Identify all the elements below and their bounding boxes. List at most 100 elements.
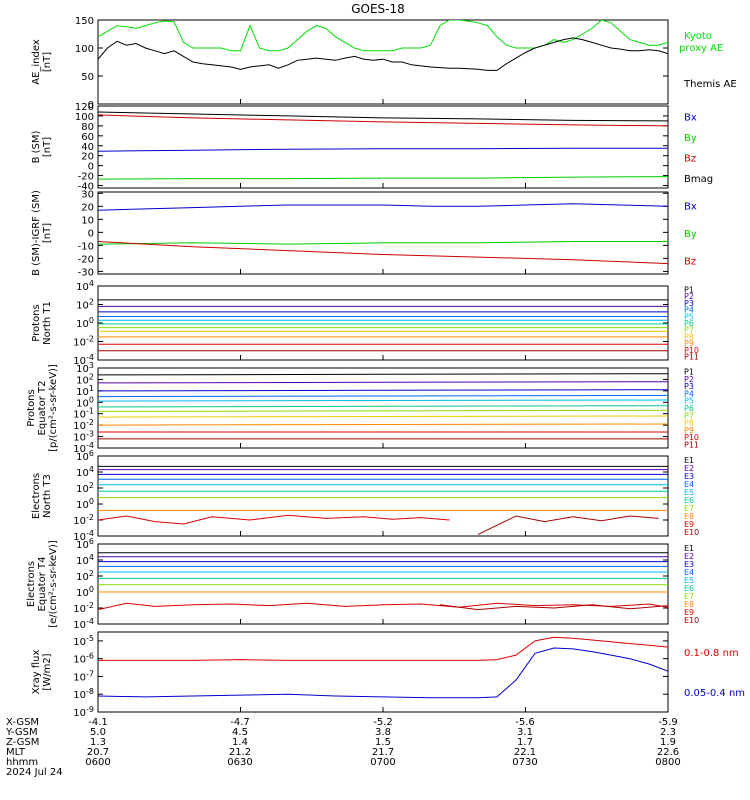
legend-entry: P7 xyxy=(684,411,694,420)
y-tick-label: 106 xyxy=(76,449,94,463)
legend-entry: P6 xyxy=(684,319,694,328)
series-line-bmag xyxy=(98,111,668,122)
panel-frame xyxy=(97,19,669,105)
legend-entry: P9 xyxy=(684,339,694,348)
orbit-value: 3.1 xyxy=(517,727,533,738)
series-line-bx xyxy=(98,147,668,152)
y-tick-label: 0 xyxy=(88,228,94,239)
orbit-row-label: hhmm xyxy=(6,757,38,768)
legend-entry: P5 xyxy=(684,312,694,321)
legend-entry: P1 xyxy=(684,368,694,377)
orbit-value: -4.1 xyxy=(88,717,108,728)
legend-entry: E5 xyxy=(684,488,694,497)
legend-entry: E1 xyxy=(684,456,694,465)
y-tick-label: 80 xyxy=(81,122,94,133)
y-tick-label: 100 xyxy=(76,497,94,511)
y-tick-label: 100 xyxy=(75,44,94,55)
date-label: 2024 Jul 24 xyxy=(6,767,63,778)
legend-entry: Bz xyxy=(684,153,696,164)
series-line-p7 xyxy=(98,409,668,412)
legend-entry: P10 xyxy=(684,433,699,442)
orbit-row-label: Z-GSM xyxy=(6,737,39,748)
series-line-e9 xyxy=(98,514,450,525)
y-tick-label: 104 xyxy=(76,465,94,479)
y-tick-label: 10-2 xyxy=(73,513,94,527)
y-tick-label: 102 xyxy=(76,569,94,583)
panel-7: 10-4 10-2 100 102 104 106 ElectronsEquator T4[… xyxy=(26,537,699,631)
legend-entry: P2 xyxy=(684,375,694,384)
orbit-value: 21.2 xyxy=(229,747,251,758)
y-tick-label: 104 xyxy=(76,553,94,567)
legend-entry: P11 xyxy=(684,353,699,362)
orbit-value: 1.5 xyxy=(375,737,391,748)
legend-entry: By xyxy=(684,133,697,144)
legend-entry: E1 xyxy=(684,544,694,553)
y-axis-label: ElectronsNorth T3 xyxy=(31,473,53,519)
legend-entry: E9 xyxy=(684,520,694,529)
orbit-value: 0730 xyxy=(512,757,537,768)
plot-title: GOES-18 xyxy=(351,2,405,16)
y-tick-label: 10-4 xyxy=(73,617,94,631)
y-tick-label: 100 xyxy=(76,316,94,330)
orbit-value: 4.5 xyxy=(232,727,248,738)
orbit-value: -5.2 xyxy=(373,717,393,728)
series-line-by xyxy=(98,176,668,180)
legend-entry: E3 xyxy=(684,472,694,481)
legend-entry: P4 xyxy=(684,306,694,315)
panel-frame xyxy=(97,543,669,625)
y-tick-label: 100 xyxy=(75,112,94,123)
y-tick-label: -30 xyxy=(78,267,94,278)
y-axis-label: Xray flux[W/m2] xyxy=(31,650,53,695)
legend-entry: By xyxy=(684,229,697,240)
y-axis-label: ElectronsEquator T4[e/(cm²-s-sr-keV)] xyxy=(26,540,59,628)
panel-frame xyxy=(97,285,669,361)
legend-entry: E10 xyxy=(684,616,699,625)
orbit-value: 21.7 xyxy=(372,747,394,758)
y-tick-label: 10-8 xyxy=(73,687,94,701)
legend-entry: E2 xyxy=(684,552,694,561)
orbit-value: -5.6 xyxy=(515,717,535,728)
panel-frame xyxy=(97,631,669,713)
y-tick-label: 30 xyxy=(81,189,94,200)
y-tick-label: 10-2 xyxy=(73,335,94,349)
series-line-themis-ae xyxy=(98,37,668,71)
orbit-value: 1.3 xyxy=(90,737,106,748)
legend-entry: P6 xyxy=(684,404,694,413)
series-line-p9 xyxy=(98,423,668,426)
panel-3: -30 -20 -10 0 10 20 30 B (SM)-IGRF (SM)[nT] Bx By… xyxy=(31,189,697,278)
orbit-value: 0700 xyxy=(370,757,395,768)
series-line-e9 xyxy=(98,602,668,611)
y-tick-label: 102 xyxy=(76,298,94,312)
legend-entry: P1 xyxy=(684,285,694,294)
series-line-by xyxy=(98,241,668,245)
legend-entry: E3 xyxy=(684,560,694,569)
y-axis-label: AE_index[nT] xyxy=(31,39,53,85)
orbit-row-label: MLT xyxy=(6,747,26,758)
legend-entry: Bz xyxy=(684,256,696,267)
series-line-e10 xyxy=(477,515,659,535)
y-axis-label: B (SM)[nT] xyxy=(31,130,53,163)
y-axis-label: ProtonsNorth T1 xyxy=(31,301,53,345)
orbit-row-label: Y-GSM xyxy=(5,727,38,738)
y-tick-label: 102 xyxy=(76,481,94,495)
legend-entry: P8 xyxy=(684,419,694,428)
series-line-bz xyxy=(98,114,668,127)
legend-entry: P7 xyxy=(684,326,694,335)
orbit-value: 5.0 xyxy=(90,727,106,738)
y-tick-label: -20 xyxy=(78,172,94,183)
legend-entry: Bmag xyxy=(684,174,713,185)
legend-entry: P3 xyxy=(684,299,694,308)
y-tick-label: 60 xyxy=(81,132,94,143)
legend-entry: E7 xyxy=(684,504,694,513)
series-line-p5 xyxy=(98,399,668,402)
legend-entry: 0.1-0.8 nm xyxy=(684,648,739,659)
y-tick-label: 0 xyxy=(88,162,94,173)
legend-entry: E6 xyxy=(684,584,694,593)
y-tick-label: 10-5 xyxy=(73,634,94,648)
legend-entry: Themis AE xyxy=(683,79,737,90)
legend-entry: Kyoto proxy AE xyxy=(679,31,723,54)
panel-frame xyxy=(97,367,669,449)
